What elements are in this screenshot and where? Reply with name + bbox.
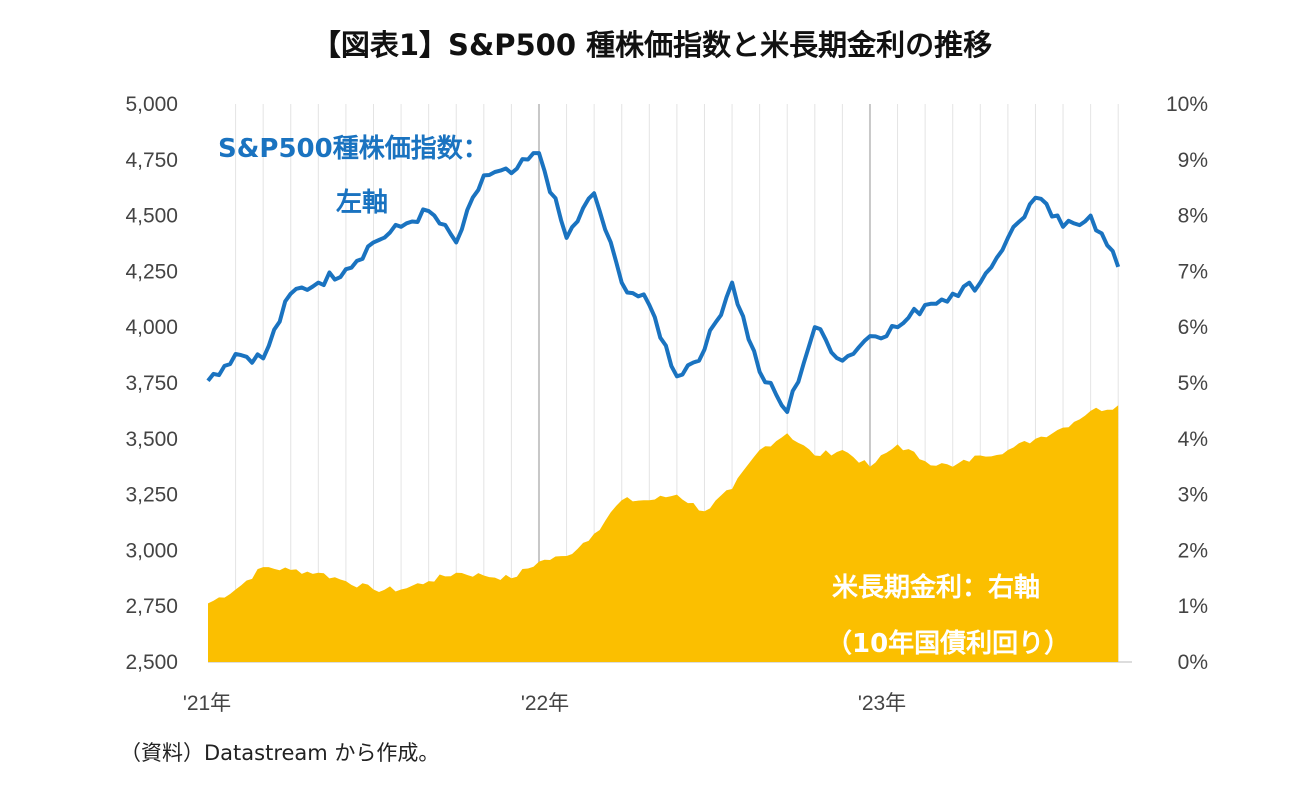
- right-tick-label: 4%: [1178, 428, 1208, 451]
- left-tick-label: 4,500: [125, 205, 178, 228]
- right-tick-label: 10%: [1166, 93, 1208, 116]
- right-tick-label: 6%: [1178, 316, 1208, 339]
- source-note: （資料）Datastream から作成。: [120, 741, 440, 765]
- x-axis: '21年 '22年 '23年: [183, 692, 906, 715]
- left-tick-label: 2,750: [125, 595, 178, 618]
- sp500-annotation-line2: 左軸: [336, 187, 388, 218]
- right-tick-label: 1%: [1178, 595, 1208, 618]
- right-tick-label: 5%: [1178, 372, 1208, 395]
- yield-area-layer: [208, 405, 1119, 662]
- left-tick-label: 3,750: [125, 372, 178, 395]
- right-axis: 10% 9% 8% 7% 6% 5% 4% 3% 2% 1% 0%: [1166, 93, 1208, 674]
- left-tick-label: 3,250: [125, 484, 178, 507]
- left-tick-label: 2,500: [125, 651, 178, 674]
- left-tick-label: 5,000: [125, 93, 178, 116]
- right-tick-label: 8%: [1178, 205, 1208, 228]
- x-tick-label: '23年: [858, 692, 906, 715]
- sp500-line-layer: [206, 151, 1121, 414]
- left-tick-label: 4,750: [125, 149, 178, 172]
- left-tick-label: 3,000: [125, 539, 178, 562]
- sp500-annotation-line1: S&P500種株価指数：: [218, 134, 489, 164]
- left-axis: 5,000 4,750 4,500 4,250 4,000 3,750 3,500 3,250…: [125, 93, 178, 674]
- x-tick-label: '21年: [183, 692, 231, 715]
- left-tick-label: 4,250: [125, 260, 178, 283]
- right-tick-label: 0%: [1178, 651, 1208, 674]
- yield-area: [208, 405, 1119, 662]
- left-tick-label: 4,000: [125, 316, 178, 339]
- yield-annotation-line1: 米長期金利：右軸: [832, 572, 1040, 603]
- chart-title: 【図表1】S&P500 種株価指数と米長期金利の推移: [311, 28, 993, 62]
- x-tick-label: '22年: [521, 692, 569, 715]
- sp500-line: [206, 151, 1121, 414]
- right-tick-label: 9%: [1178, 149, 1208, 172]
- right-tick-label: 7%: [1178, 260, 1208, 283]
- yield-annotation-line2: （10年国債利回り）: [826, 628, 1070, 659]
- right-tick-label: 2%: [1178, 539, 1208, 562]
- annotations: S&P500種株価指数： 左軸 米長期金利：右軸 （10年国債利回り）: [218, 134, 1070, 659]
- left-tick-label: 3,500: [125, 428, 178, 451]
- right-tick-label: 3%: [1178, 484, 1208, 507]
